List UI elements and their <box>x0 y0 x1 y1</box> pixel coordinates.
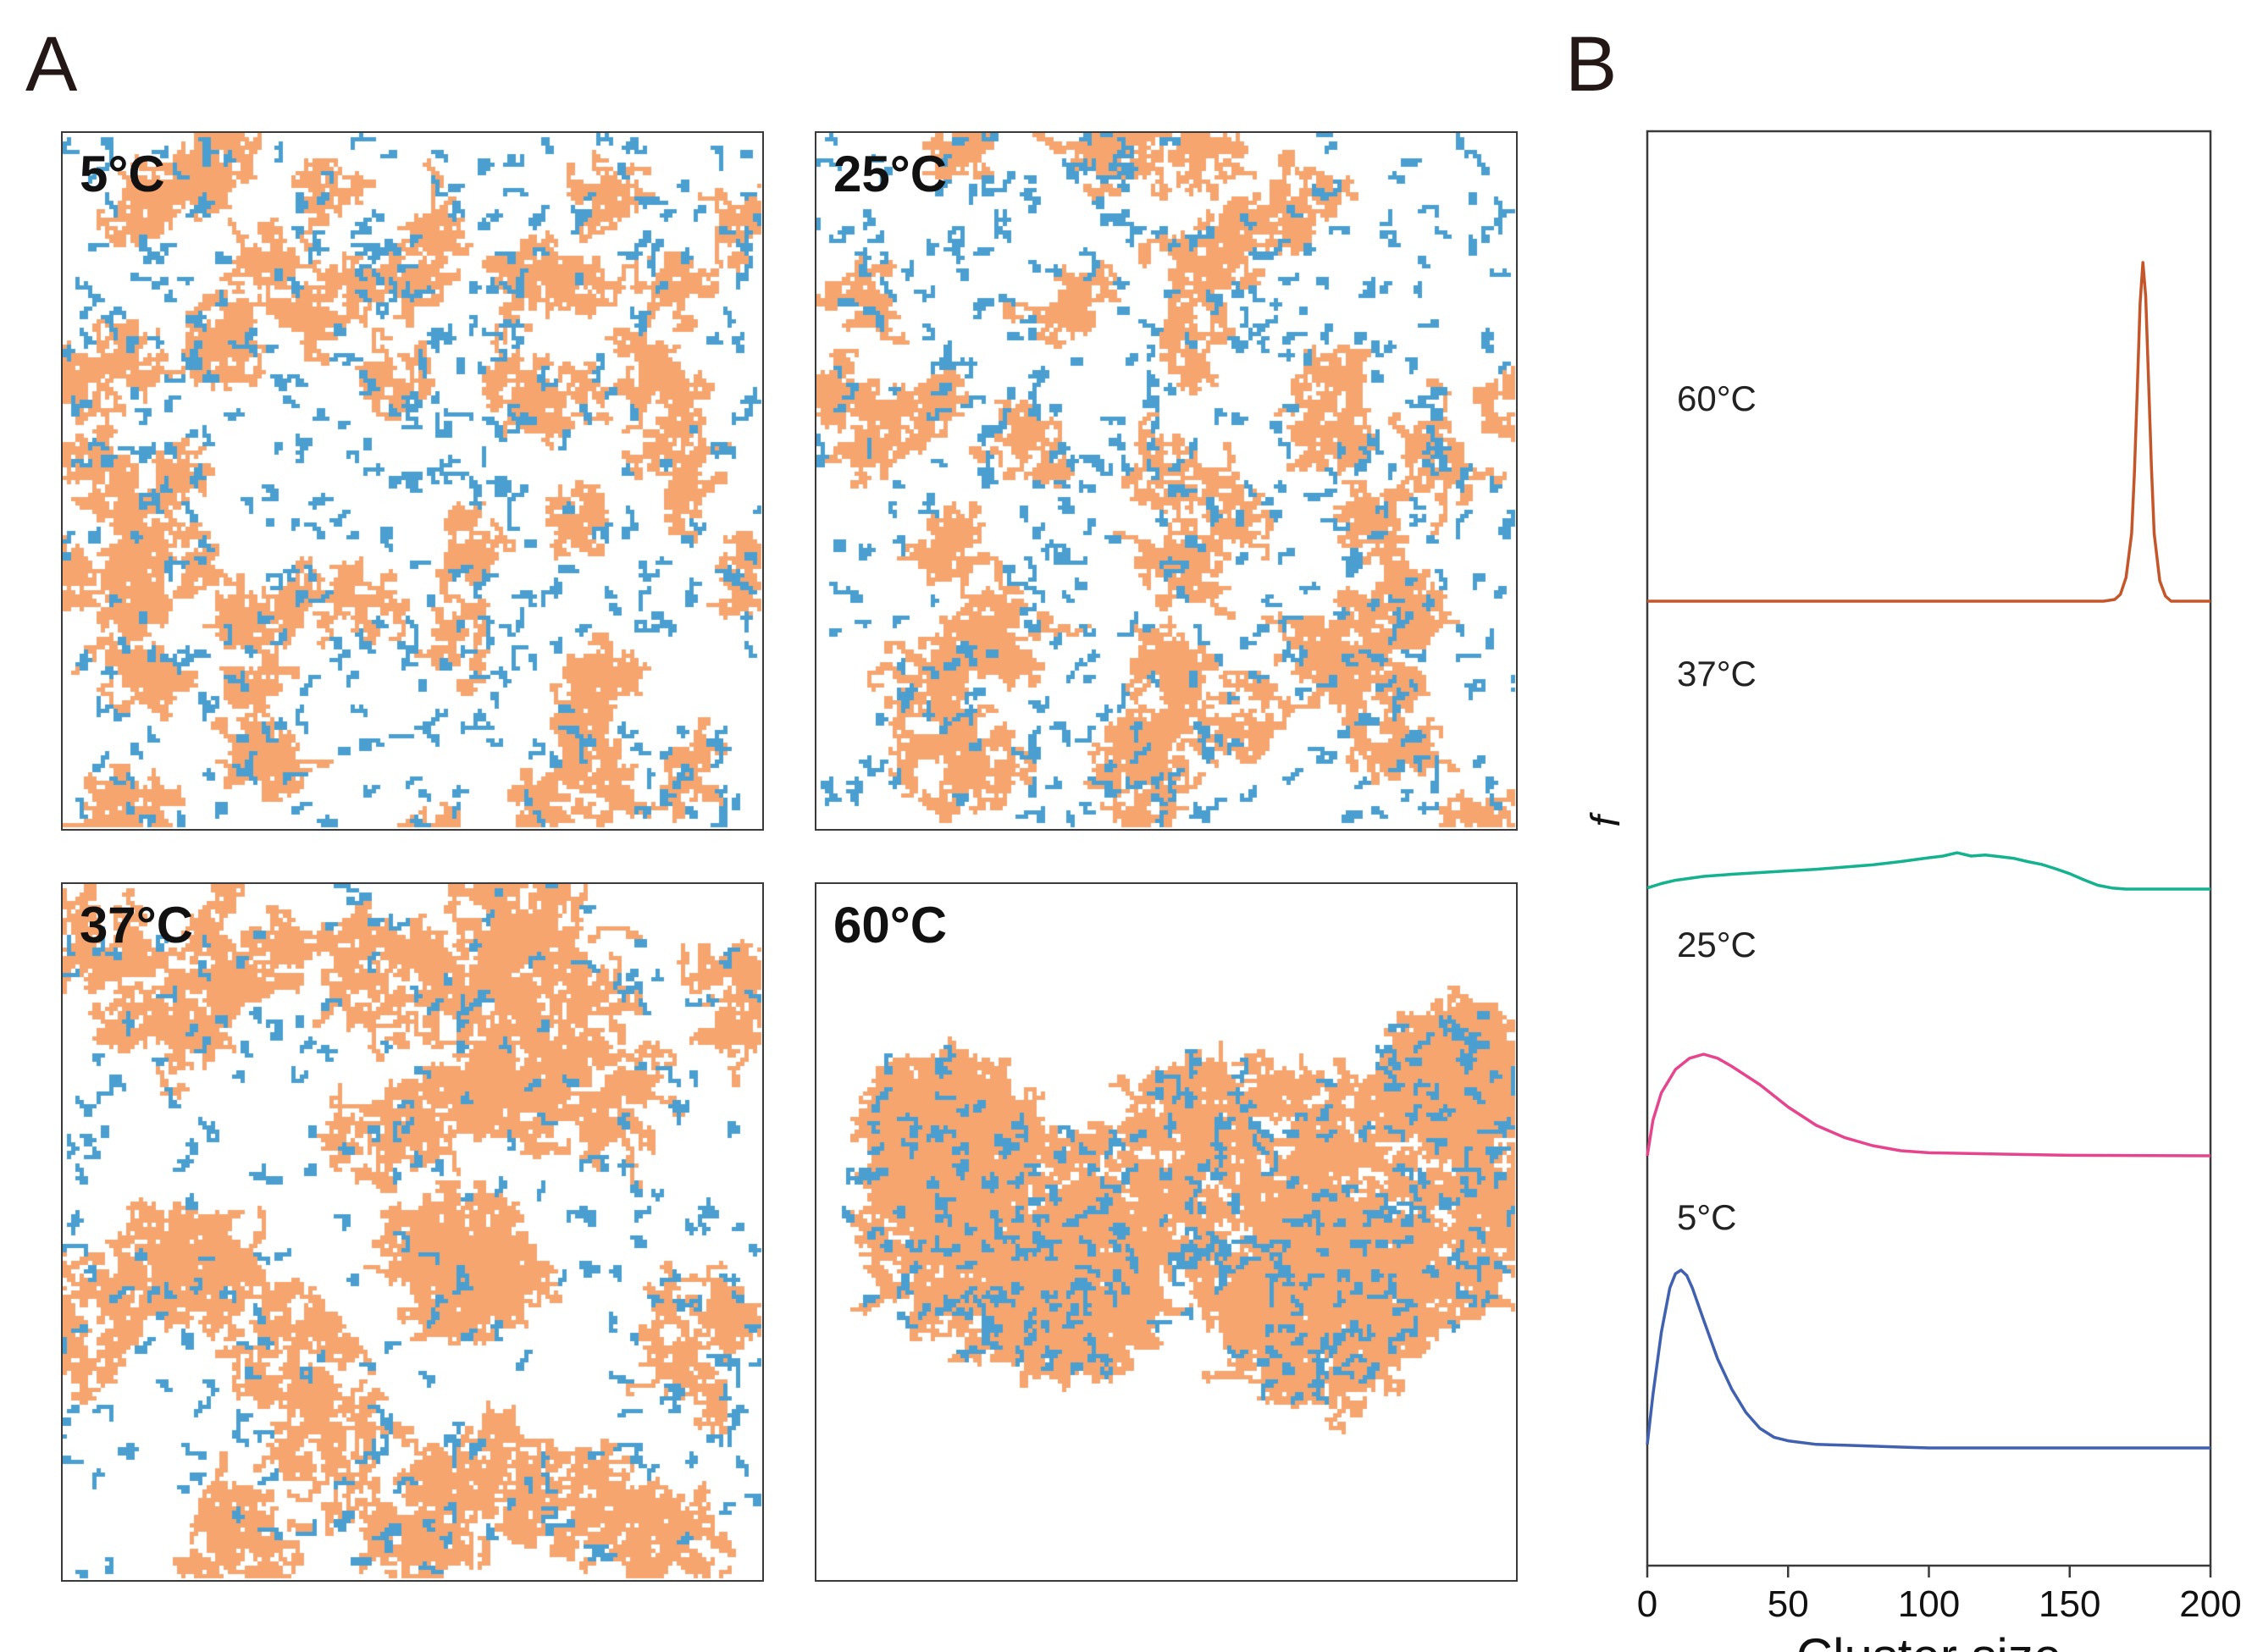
lattice-image <box>63 133 762 829</box>
series-line <box>1646 1268 2210 1450</box>
plot-frame <box>1646 130 2212 1567</box>
snapshot-label: 25°C <box>833 146 948 202</box>
panel-b-letter: B <box>1565 21 1618 108</box>
series-line <box>1646 1053 2211 1158</box>
snapshot-label: 60°C <box>833 897 948 953</box>
series-label: 5°C <box>1677 1197 1737 1237</box>
snapshot-label: 5°C <box>80 146 165 202</box>
series-label: 60°C <box>1677 378 1757 418</box>
y-axis-label: f <box>1584 812 1629 827</box>
x-tick-label: 0 <box>1637 1583 1657 1625</box>
series-line <box>1646 851 2210 891</box>
panel-a-letter: A <box>25 21 78 108</box>
snapshot-label: 37°C <box>80 897 194 953</box>
x-tick-label: 50 <box>1768 1583 1809 1625</box>
snapshot-37c: 37°C <box>61 882 764 1582</box>
x-tick-label: 100 <box>1898 1583 1960 1625</box>
snapshot-25c: 25°C <box>815 131 1518 831</box>
lattice-image <box>816 884 1516 1580</box>
x-tick-label: 200 <box>2179 1583 2241 1625</box>
lattice-image <box>63 884 762 1580</box>
snapshot-5c: 5°C <box>61 131 764 831</box>
x-tick-label: 150 <box>2039 1583 2100 1625</box>
snapshot-60c: 60°C <box>815 882 1518 1582</box>
series-label: 25°C <box>1677 925 1757 964</box>
series-label: 37°C <box>1677 654 1757 693</box>
lattice-image <box>816 133 1516 829</box>
cluster-size-chart: 0 50 100 150 200 Cluster size f 60°C 37°C 25°C 5°C <box>1584 130 2242 1652</box>
series-line <box>1647 261 2210 603</box>
x-axis-label: Cluster size <box>1796 1628 2061 1652</box>
